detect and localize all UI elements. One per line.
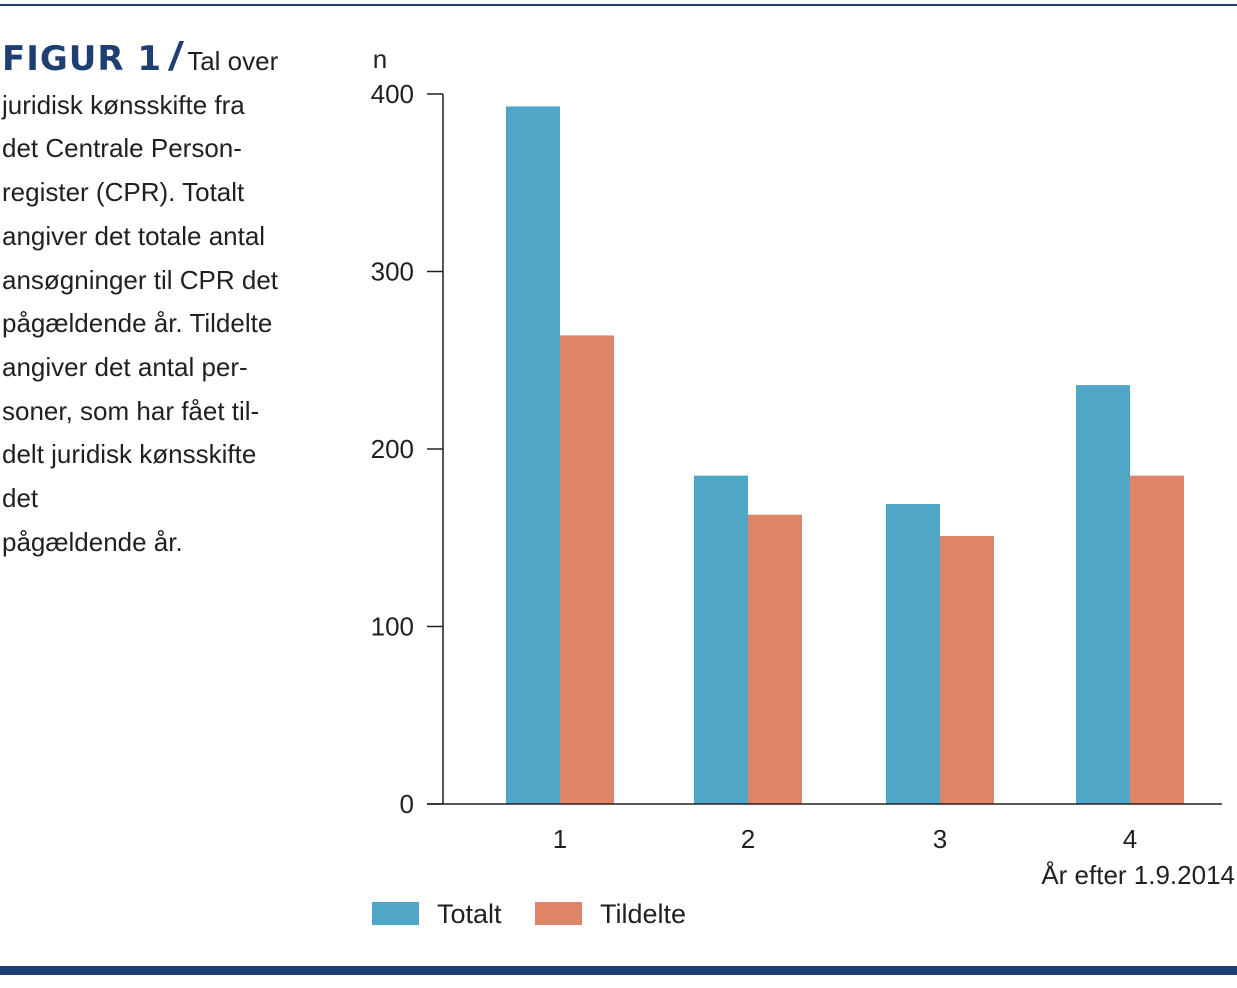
legend-label-totalt: Totalt	[437, 899, 502, 929]
y-axis-label: n	[373, 44, 387, 74]
figure-caption: FIGUR 1 / Tal over juridisk kønsskifte f…	[2, 35, 322, 564]
y-tick-label-0: 0	[400, 789, 414, 819]
x-tick-label-4: 4	[1123, 824, 1137, 854]
x-axis-label: År efter 1.9.2014	[1041, 860, 1235, 890]
y-tick-label-100: 100	[371, 612, 414, 642]
x-tick-label-2: 2	[741, 824, 755, 854]
y-tick-label-400: 400	[371, 79, 414, 109]
bars-group	[506, 106, 1184, 805]
bottom-rule	[0, 966, 1237, 975]
bar-totalt-2	[694, 475, 748, 804]
bar-totalt-4	[1076, 385, 1130, 804]
legend-swatch-tildelte	[535, 902, 582, 925]
bar-tildelte-4	[1130, 475, 1184, 804]
bar-tildelte-2	[748, 514, 802, 804]
x-tick-label-3: 3	[933, 824, 947, 854]
legend-label-tildelte: Tildelte	[600, 899, 686, 929]
legend: Totalt Tildelte	[372, 899, 686, 929]
top-rule	[0, 4, 1237, 6]
axes-group: 0 100 200 300 400 1 2 3 4	[371, 79, 1222, 854]
bar-totalt-1	[506, 106, 560, 805]
bar-tildelte-1	[560, 335, 614, 804]
legend-swatch-totalt	[372, 902, 419, 925]
bar-tildelte-3	[940, 535, 994, 804]
figure-slash: /	[169, 35, 181, 79]
x-tick-label-1: 1	[553, 824, 567, 854]
bar-totalt-3	[886, 504, 940, 804]
figure-label: FIGUR 1	[2, 39, 163, 79]
figure-caption-text: Tal over juridisk kønsskifte fra det Cen…	[2, 46, 279, 557]
y-tick-label-200: 200	[371, 434, 414, 464]
y-tick-label-300: 300	[371, 257, 414, 287]
